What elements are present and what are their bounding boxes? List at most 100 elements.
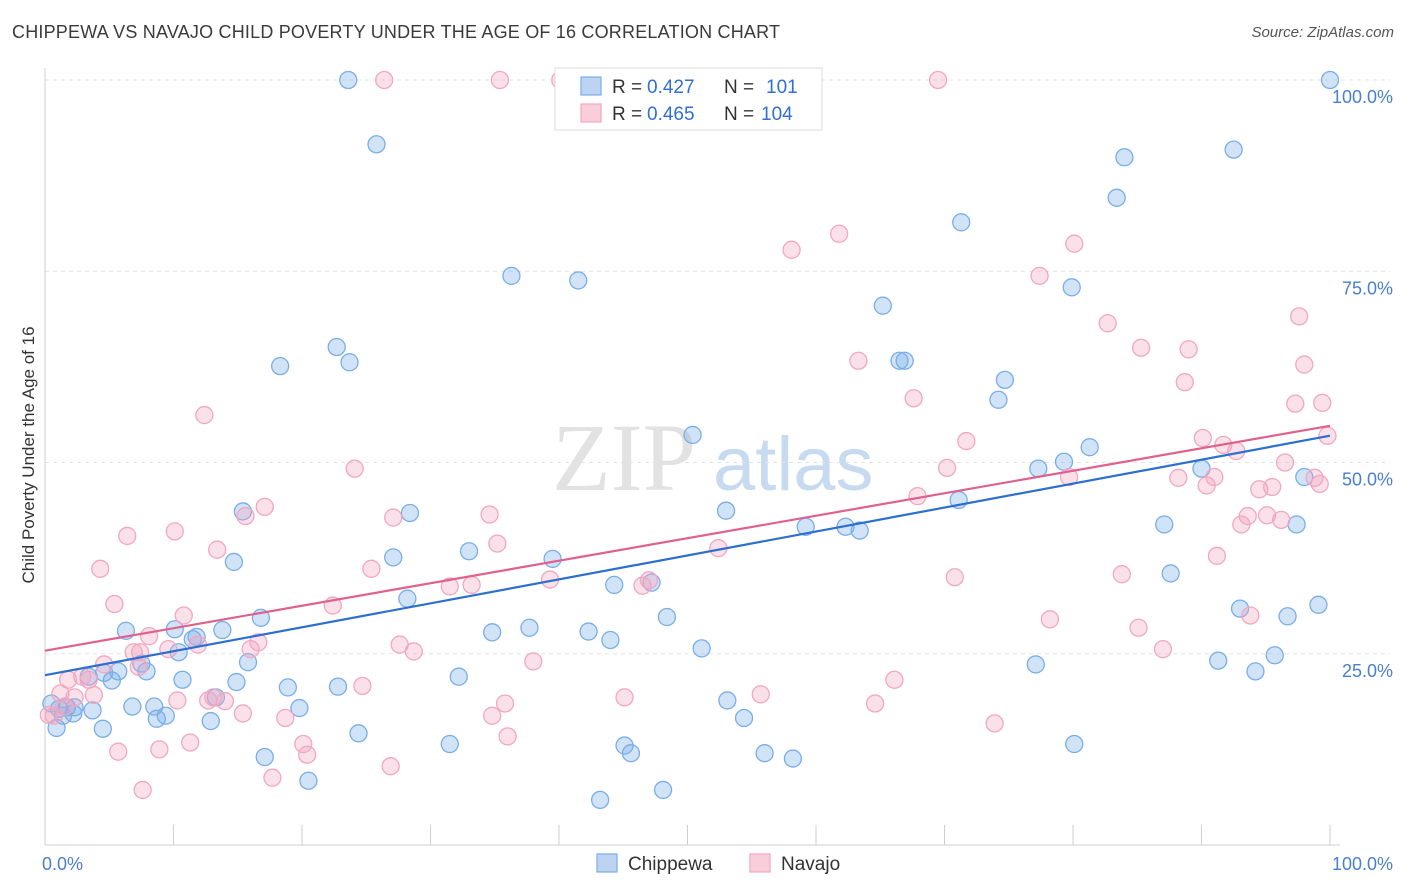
navajo-point <box>195 405 214 425</box>
legend-item-navajo[interactable]: Navajo <box>749 853 840 875</box>
y-tick-label: 75.0% <box>1342 278 1393 298</box>
navajo-point <box>639 571 659 590</box>
navajo-point <box>945 568 964 587</box>
watermark-zip: ZIP <box>552 404 696 511</box>
chippewa-point <box>400 503 420 523</box>
chippewa-point <box>1107 188 1126 207</box>
chippewa-point <box>590 790 610 810</box>
navajo-point <box>1295 355 1314 374</box>
navajo-point <box>498 727 517 746</box>
chippewa-point <box>692 639 711 658</box>
chippewa-point <box>952 213 971 232</box>
chippewa-point <box>340 353 359 372</box>
chippewa-point <box>483 623 502 642</box>
navajo-point <box>490 70 510 90</box>
navajo-point <box>297 745 317 764</box>
navajo-point <box>615 688 634 707</box>
stats-swatch-chippewa <box>580 76 602 96</box>
chippewa-point <box>1246 662 1265 681</box>
navajo-point <box>233 704 253 723</box>
chippewa-point <box>1278 607 1297 626</box>
navajo-point <box>1207 546 1227 565</box>
chippewa-point <box>1115 148 1134 167</box>
navajo-point <box>782 240 801 259</box>
chippewa-point <box>65 698 84 717</box>
navajo-point <box>1263 477 1282 497</box>
navajo-point <box>1040 610 1060 629</box>
chippewa-point <box>621 744 641 763</box>
chippewa-point <box>716 501 736 520</box>
navajo-point <box>165 522 184 541</box>
chippewa-point <box>1155 515 1174 534</box>
chippewa-point <box>440 734 459 754</box>
chippewa-point <box>605 575 624 595</box>
chippewa-point <box>299 771 318 790</box>
chippewa-point <box>683 425 702 445</box>
navajo-point <box>384 508 403 527</box>
chippewa-point <box>227 672 246 692</box>
navajo-point <box>150 740 169 759</box>
chippewa-point <box>995 370 1015 390</box>
chippewa-point <box>349 724 368 743</box>
chippewa-point <box>1224 140 1243 159</box>
chippewa-point <box>224 552 244 572</box>
navajo-point <box>168 691 187 710</box>
chippewa-point <box>328 677 348 696</box>
chippewa-point <box>1062 278 1081 297</box>
chippewa-point <box>367 135 386 154</box>
navajo-point <box>524 652 543 671</box>
chippewa-point <box>850 521 869 540</box>
navajo-point <box>105 594 124 614</box>
navajo-point <box>1205 467 1224 487</box>
chippewa-point <box>1209 651 1228 670</box>
chippewa-point <box>201 711 220 731</box>
y-tick-label: 100.0% <box>1332 87 1393 107</box>
navajo-point <box>215 692 235 711</box>
chippewa-point <box>1054 452 1074 471</box>
navajo-point <box>91 559 110 578</box>
axes: 25.0% 50.0% 75.0% 100.0% 0.0% 100.0% <box>42 68 1393 874</box>
legend-swatch-navajo <box>749 853 771 873</box>
chippewa-point <box>653 780 673 800</box>
chippewa-point <box>502 266 521 285</box>
chippewa-point <box>156 706 175 725</box>
chippewa-point <box>1161 564 1180 583</box>
chippewa-point <box>278 678 298 697</box>
navajo-point <box>79 670 98 689</box>
navajo-point <box>44 706 64 725</box>
navajo-point <box>849 351 868 370</box>
chippewa-point <box>213 620 232 640</box>
trend-lines <box>44 424 1331 677</box>
navajo-point <box>1241 606 1260 625</box>
chippewa-point <box>1309 595 1328 614</box>
stats-r-label: R = <box>612 77 642 98</box>
navajo-point <box>495 694 515 713</box>
navajo-point <box>133 780 152 800</box>
navajo-point <box>39 705 59 725</box>
chippewa-point <box>384 548 403 567</box>
chippewa-point <box>398 589 417 608</box>
navajo-point <box>55 697 74 716</box>
chippewa-point <box>123 697 142 716</box>
chippewa-point <box>173 670 192 689</box>
x-tick-label-max: 100.0% <box>1332 854 1393 874</box>
chippewa-point <box>449 667 468 686</box>
chippewa-point <box>187 627 206 647</box>
navajo-point <box>440 577 459 596</box>
legend-label-navajo: Navajo <box>781 854 840 875</box>
navajo-point <box>404 642 423 661</box>
chippewa-point <box>755 744 774 763</box>
navajo-point <box>751 685 770 704</box>
legend-item-chippewa[interactable]: Chippewa <box>596 853 713 875</box>
navajo-point <box>255 497 274 517</box>
navajo-point <box>480 505 499 524</box>
stats-r-label: R = <box>612 104 642 125</box>
navajo-point <box>1098 314 1117 333</box>
chippewa-point <box>459 542 479 561</box>
navajo-point <box>885 670 904 689</box>
navajo-point <box>985 714 1004 733</box>
navajo-point <box>928 70 948 90</box>
navajo-point <box>345 459 364 478</box>
stats-n-label: N = <box>724 104 754 125</box>
